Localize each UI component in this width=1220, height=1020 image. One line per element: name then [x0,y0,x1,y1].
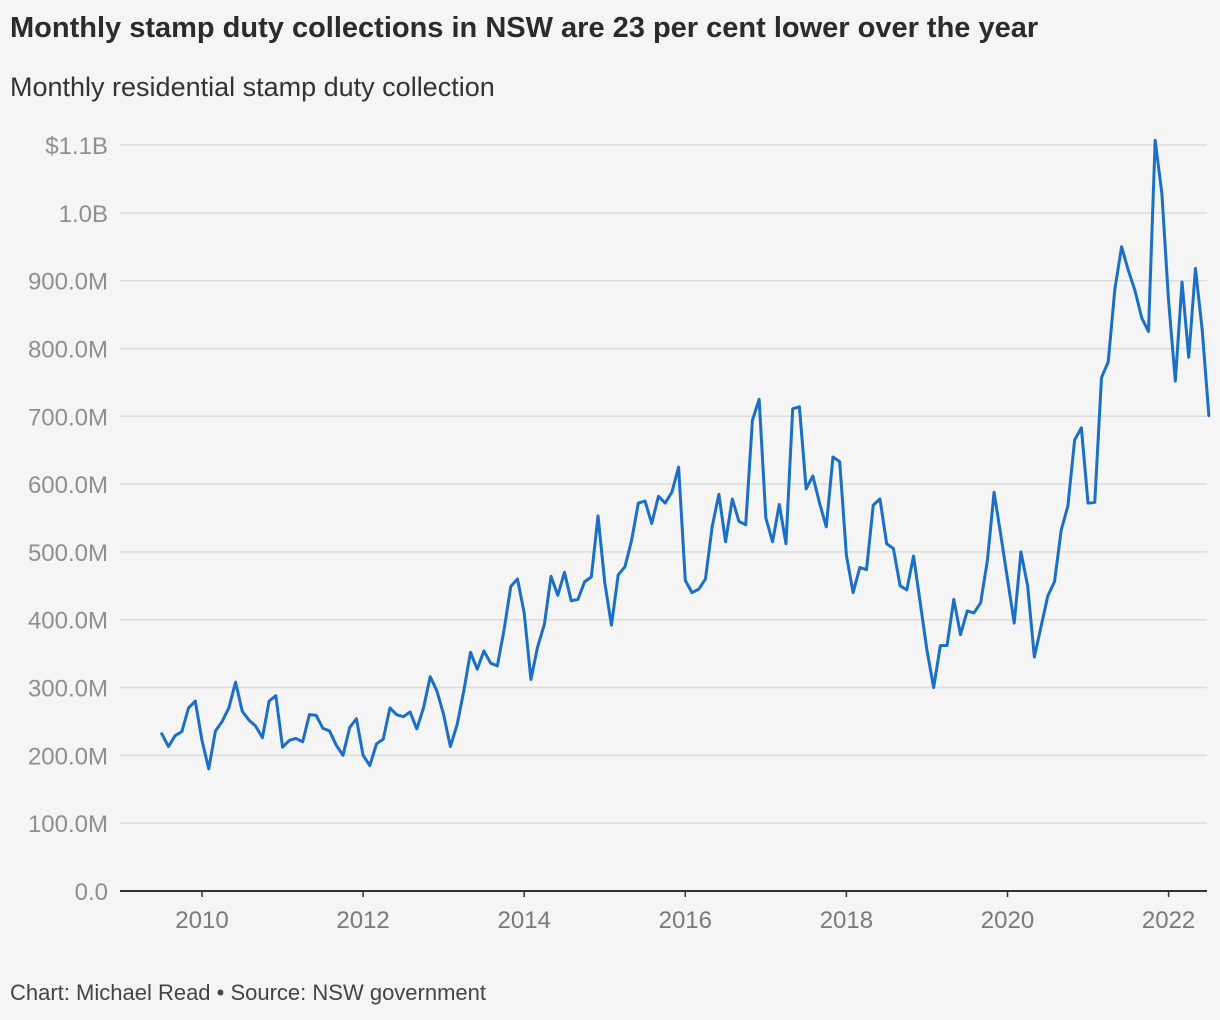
y-tick-label: 200.0M [28,743,108,770]
chart-title: Monthly stamp duty collections in NSW ar… [10,12,1039,44]
series-line [160,138,1211,771]
y-tick-label: 500.0M [28,540,108,567]
y-tick-label: 1.0B [59,201,108,228]
y-tick-label: 100.0M [28,811,108,838]
y-tick-label: $1.1B [45,133,108,160]
chart-subtitle: Monthly residential stamp duty collectio… [10,72,495,102]
x-tick-label: 2016 [659,907,712,934]
x-tick-label: 2020 [981,907,1034,934]
y-tick-label: 0.0 [75,879,108,906]
y-tick-label: 300.0M [28,676,108,703]
x-tick-label: 2012 [336,907,389,934]
y-tick-label: 700.0M [28,404,108,431]
y-tick-label: 600.0M [28,472,108,499]
chart-credit: Chart: Michael Read • Source: NSW govern… [10,980,487,1005]
line-chart: 0.0 100.0M 200.0M 300.0M 400.0M 500.0M 600.0M 7… [28,133,1211,934]
x-tick-label: 2022 [1142,907,1195,934]
x-tick-label: 2010 [175,907,228,934]
y-tick-label: 900.0M [28,269,108,296]
x-tick-label: 2018 [820,907,873,934]
x-tick-label: 2014 [498,907,551,934]
y-tick-label: 400.0M [28,608,108,635]
y-tick-label: 800.0M [28,336,108,363]
